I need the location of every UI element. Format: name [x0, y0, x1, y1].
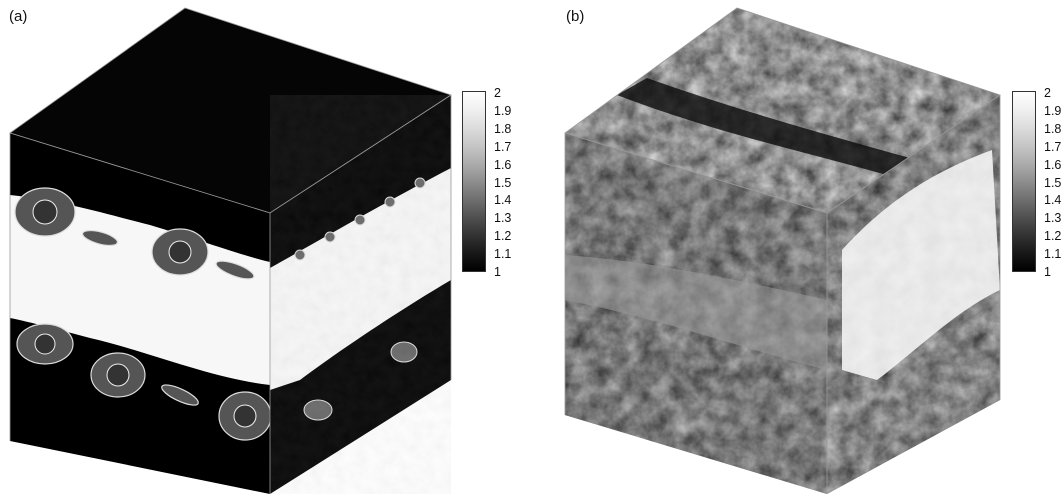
colorbar-b-tick: 1.2	[1044, 229, 1062, 244]
colorbar-b-tick: 2	[1044, 86, 1051, 100]
colorbar-a-tick: 2	[494, 86, 501, 100]
colorbar-b-tick: 1.7	[1044, 139, 1062, 154]
colorbar-a-tick: 1.5	[494, 175, 512, 190]
colorbar-b-tick: 1.5	[1044, 175, 1062, 190]
panel-label-b: (b)	[566, 8, 585, 25]
colorbar-a-tick: 1.8	[494, 121, 512, 136]
colorbar-b-tick: 1.8	[1044, 121, 1062, 136]
colorbar-b-gradient	[1012, 91, 1036, 272]
colorbar-a-tick: 1.7	[494, 139, 512, 154]
colorbar-a-gradient	[462, 91, 486, 272]
colorbar-a-tick: 1.2	[494, 229, 512, 244]
cube-a-density-render	[9, 7, 452, 494]
colorbar-b-tick: 1.3	[1044, 211, 1062, 226]
colorbar-a-tick: 1.6	[494, 157, 512, 172]
colorbar-a-tick: 1.3	[494, 211, 512, 226]
colorbar-a-tick: 1.4	[494, 193, 512, 208]
colorbar-a-tick: 1.1	[494, 247, 512, 262]
colorbar-b-tick: 1.1	[1044, 247, 1062, 262]
colorbar-b-tick: 1.6	[1044, 157, 1062, 172]
colorbar-a-tick: 1	[494, 265, 501, 280]
colorbar-b-tick: 1.9	[1044, 103, 1062, 118]
colorbar-b-tick: 1.4	[1044, 193, 1062, 208]
cube-b-density-render	[564, 7, 1001, 494]
panel-label-a: (a)	[9, 8, 28, 25]
colorbar-b-tick: 1	[1044, 265, 1051, 280]
colorbar-a-tick: 1.9	[494, 103, 512, 118]
